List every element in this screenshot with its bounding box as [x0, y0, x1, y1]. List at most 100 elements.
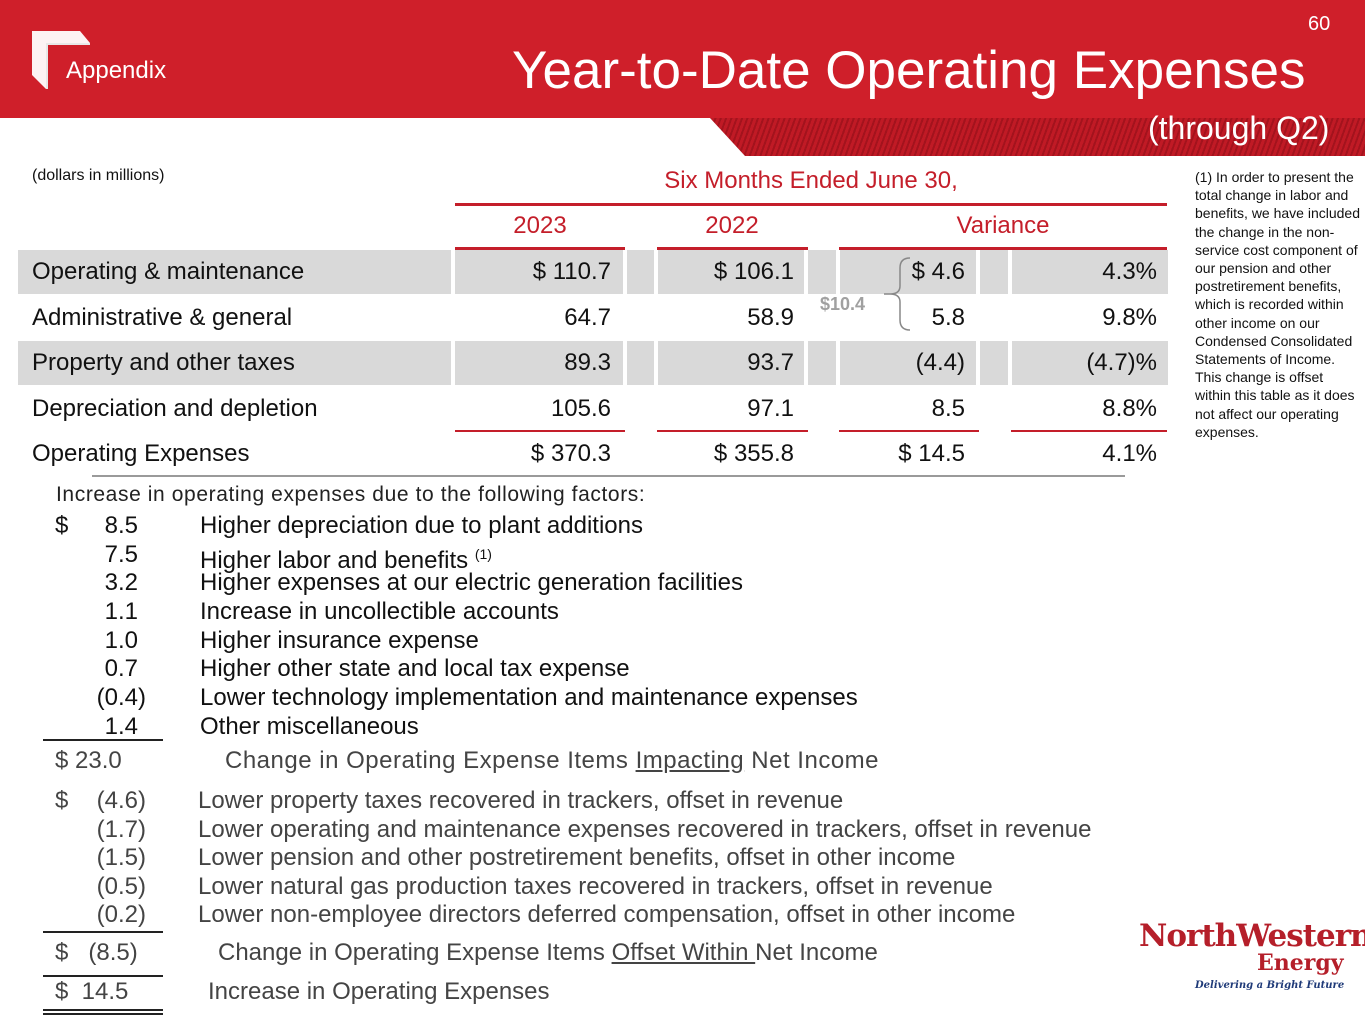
variance-bracket-icon [884, 257, 911, 331]
column-underline [657, 247, 808, 250]
row-label: Administrative & general [32, 304, 293, 331]
factor-amount: 3.2 [104, 569, 138, 596]
subtotal-rule [43, 975, 163, 977]
dollar-sign: $ [55, 512, 69, 539]
impacting-total-text-post: Net Income [744, 747, 880, 774]
offset-amount: (0.2) [96, 901, 146, 928]
value-2023: 89.3 [564, 349, 611, 376]
variance-percent: 9.8% [1102, 304, 1157, 331]
variance-amount: $ 4.6 [911, 258, 965, 285]
factor-text: Higher depreciation due to plant additio… [200, 512, 643, 539]
variance-percent: 8.8% [1102, 395, 1157, 422]
total-variance: $ 14.5 [898, 440, 965, 467]
factor-text: Lower technology implementation and main… [200, 684, 858, 711]
value-2022: $ 106.1 [713, 258, 794, 285]
table-bottom-rule [92, 475, 1125, 477]
table-row: Operating & maintenance $ 110.7 $ 106.1 … [18, 250, 1168, 294]
variance-percent: 4.3% [1102, 258, 1157, 285]
grand-total-amount: $ 14.5 [55, 978, 129, 1005]
table-row: Depreciation and depletion 105.6 97.1 8.… [18, 387, 1168, 431]
value-2023: 64.7 [564, 304, 611, 331]
factor-item: Higher labor and benefits (1) [200, 540, 492, 574]
offset-amount: (1.7) [96, 816, 146, 843]
logo-north: North [1139, 918, 1237, 954]
factor-text: Higher expenses at our electric generati… [200, 569, 743, 596]
grand-total-double-rule [43, 1009, 163, 1015]
value-2023: 105.6 [550, 395, 611, 422]
offset-text: Lower property taxes recovered in tracke… [198, 787, 844, 814]
subtotal-rule [839, 430, 979, 432]
value-2022: 97.1 [747, 395, 794, 422]
factor-amount: 1.1 [104, 598, 138, 625]
offset-total-amount: $ (8.5) [55, 939, 138, 966]
period-underline [455, 203, 1167, 206]
factor-text: Higher labor and benefits [200, 547, 469, 574]
column-header-variance: Variance [956, 212, 1050, 239]
factor-text: Higher other state and local tax expense [200, 655, 630, 682]
header-banner [0, 0, 1365, 118]
value-2023: $ 110.7 [532, 258, 611, 285]
page-number: 60 [1308, 13, 1331, 35]
northwestern-energy-logo: NorthWestern Energy Delivering a Bright … [1135, 918, 1365, 998]
period-header: Six Months Ended June 30, [664, 167, 958, 194]
logo-western: Western [1236, 918, 1365, 954]
impacting-total-text-underlined: Impacting [635, 747, 745, 774]
logo-tagline: Delivering a Bright Future [1195, 980, 1345, 991]
footnote: (1) In order to present the total change… [1195, 169, 1360, 440]
total-percent: 4.1% [1102, 440, 1157, 467]
value-2022: 93.7 [747, 349, 794, 376]
table-row: Property and other taxes 89.3 93.7 (4.4)… [18, 341, 1168, 385]
subtotal-rule [1011, 430, 1167, 432]
section-label: Appendix [66, 57, 167, 84]
factor-amount: 1.0 [104, 627, 138, 654]
offset-total-text-post: Net Income [755, 939, 878, 966]
offset-total-text-underlined: Offset Within [611, 939, 756, 966]
impacting-total-amount: $ 23.0 [55, 747, 122, 774]
variance-amount: 5.8 [931, 304, 965, 331]
subtotal-rule [43, 739, 163, 741]
offset-text: Lower non-employee directors deferred co… [198, 901, 1016, 928]
offset-amount: (4.6) [96, 787, 146, 814]
grand-total-text: Increase in Operating Expenses [208, 978, 550, 1005]
subtotal-rule [657, 430, 808, 432]
offset-text: Lower operating and maintenance expenses… [198, 816, 1092, 843]
factor-amount: 1.4 [104, 713, 138, 740]
factor-text: Other miscellaneous [200, 713, 419, 740]
table-total-row: Operating Expenses $ 370.3 $ 355.8 $ 14.… [18, 432, 1168, 476]
page-subtitle: (through Q2) [1148, 110, 1330, 146]
column-header-2023: 2023 [513, 212, 567, 239]
factors-heading: Increase in operating expenses due to th… [56, 483, 646, 506]
footnote-ref: (1) [474, 546, 492, 562]
bracket-label: $10.4 [820, 294, 866, 314]
impacting-total-text: Change in Operating Expense Items Impact… [225, 747, 879, 775]
units-note: (dollars in millions) [32, 167, 165, 184]
logo-energy: Energy [1257, 950, 1344, 976]
header-pattern-strip [710, 118, 1365, 156]
total-2022: $ 355.8 [713, 440, 794, 467]
factor-amount: 0.7 [104, 655, 138, 682]
row-label: Operating & maintenance [32, 258, 305, 285]
factor-amount: (0.4) [96, 684, 146, 711]
column-header-2022: 2022 [705, 212, 759, 239]
total-2023: $ 370.3 [530, 440, 611, 467]
total-label: Operating Expenses [32, 440, 250, 467]
factor-text: Increase in uncollectible accounts [200, 598, 559, 625]
column-underline [455, 247, 625, 250]
offset-total-text: Change in Operating Expense Items Offset… [218, 939, 878, 967]
row-label: Depreciation and depletion [32, 395, 318, 422]
subtotal-rule [455, 430, 625, 432]
offset-total-text-pre: Change in Operating Expense Items [218, 939, 612, 966]
offset-amount: (1.5) [96, 844, 146, 871]
table-row: Administrative & general 64.7 58.9 5.8 9… [18, 296, 1168, 340]
variance-amount: 8.5 [931, 395, 965, 422]
variance-amount: (4.4) [915, 349, 965, 376]
subtotal-rule [43, 931, 163, 933]
offset-text: Lower natural gas production taxes recov… [198, 873, 993, 900]
offset-amount: (0.5) [96, 873, 146, 900]
value-2022: 58.9 [747, 304, 794, 331]
appendix-corner-icon [32, 31, 90, 89]
factor-amount: 7.5 [104, 541, 138, 568]
factor-amount: 8.5 [104, 512, 138, 539]
factor-text: Higher insurance expense [200, 627, 479, 654]
column-underline [839, 247, 1167, 250]
